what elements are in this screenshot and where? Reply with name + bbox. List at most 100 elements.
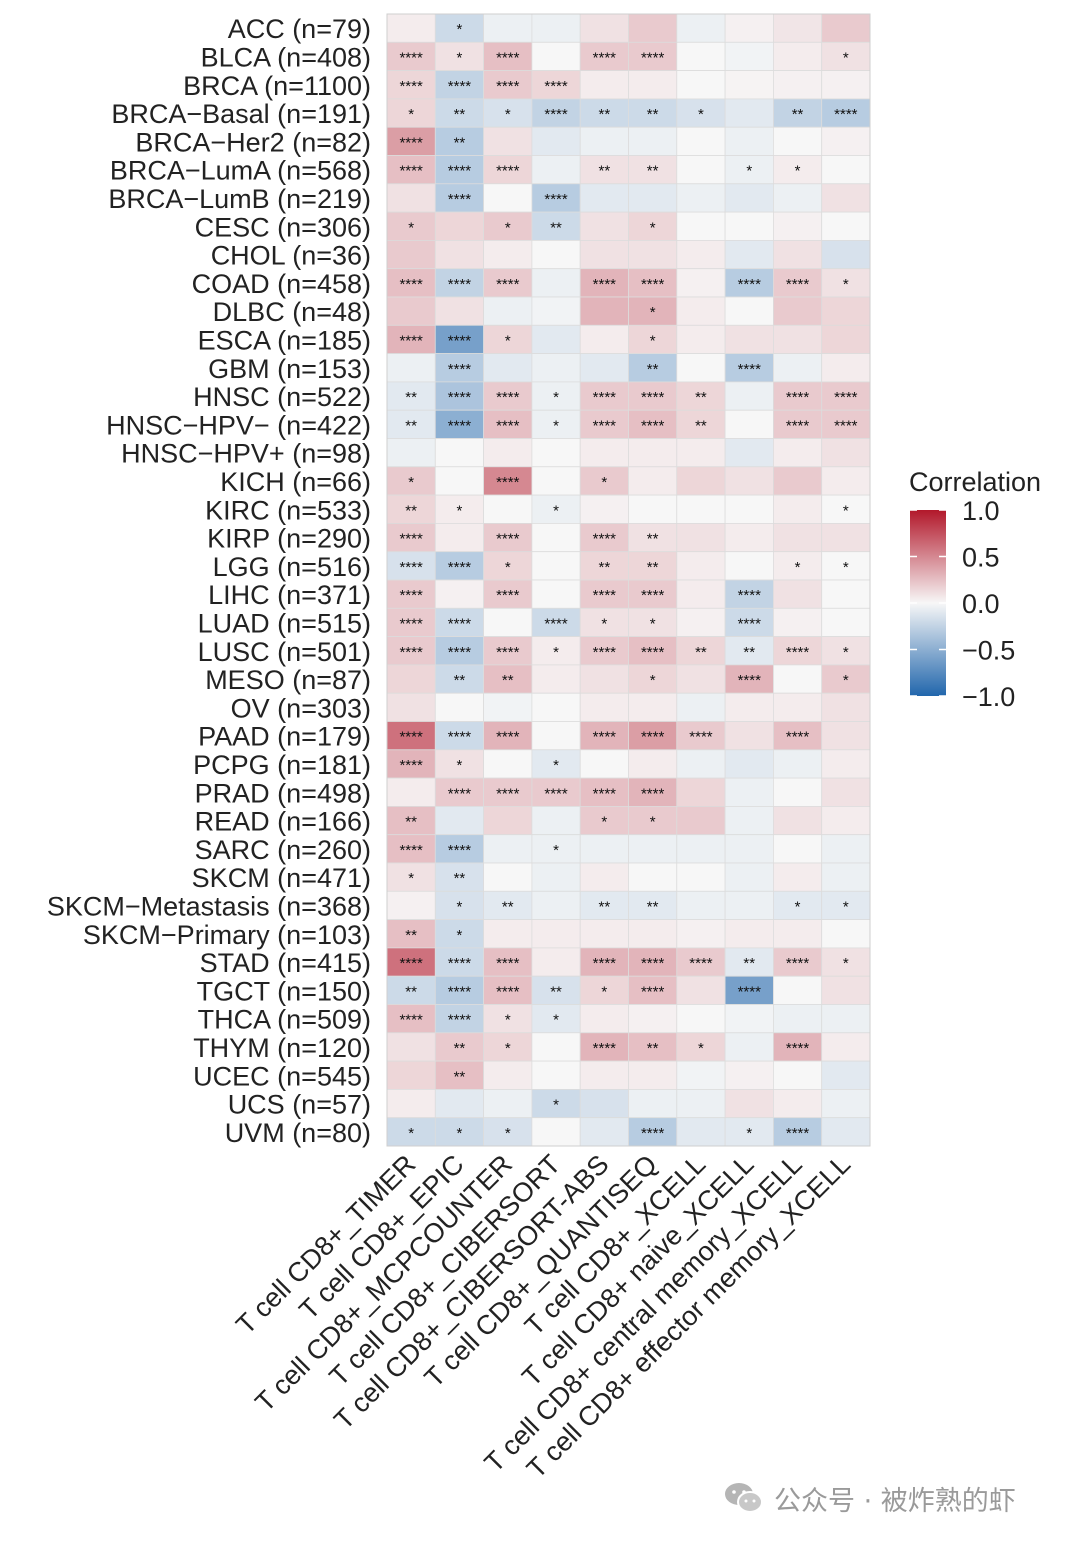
significance-label: **** (399, 134, 423, 151)
row-label: LUAD (n=515) (198, 608, 371, 638)
significance-label: **** (399, 587, 423, 604)
significance-label: **** (689, 955, 713, 972)
significance-label: **** (399, 276, 423, 293)
significance-label: **** (738, 587, 762, 604)
significance-label: **** (448, 729, 472, 746)
significance-label: **** (593, 276, 617, 293)
significance-label: * (553, 644, 559, 661)
legend-title: Correlation (909, 467, 1041, 497)
heatmap-cell (773, 183, 823, 213)
heatmap-cell (483, 947, 533, 977)
significance-label: * (457, 927, 463, 944)
heatmap-cell (531, 636, 581, 666)
significance-label: * (553, 502, 559, 519)
heatmap-cell (821, 1117, 871, 1147)
heatmap-cell (386, 1032, 436, 1062)
significance-label: **** (593, 1040, 617, 1057)
significance-label: **** (786, 729, 810, 746)
significance-label: * (746, 163, 752, 180)
heatmap-cell (821, 749, 871, 779)
heatmap-cell (531, 296, 581, 326)
significance-label: * (505, 332, 511, 349)
heatmap-cell (531, 41, 581, 71)
heatmap-cell (579, 777, 629, 807)
heatmap-cell (434, 324, 484, 354)
heatmap-cell (773, 1004, 823, 1034)
heatmap-cell (628, 1032, 678, 1062)
heatmap-cell (773, 947, 823, 977)
significance-label: * (698, 106, 704, 123)
heatmap-cell (628, 13, 678, 43)
row-label: ESCA (n=185) (198, 325, 371, 355)
heatmap-cell (676, 126, 726, 156)
heatmap-cell (676, 551, 726, 581)
heatmap-cell (773, 1117, 823, 1147)
heatmap-cell (821, 1032, 871, 1062)
heatmap-cell (724, 41, 774, 71)
heatmap-cell (676, 834, 726, 864)
heatmap-cell (434, 777, 484, 807)
heatmap-cell (386, 324, 436, 354)
heatmap-cell (676, 777, 726, 807)
heatmap-cell (821, 579, 871, 609)
row-label: ACC (n=79) (228, 14, 371, 44)
significance-label: * (553, 417, 559, 434)
heatmap-cell (531, 353, 581, 383)
heatmap-cell (386, 1004, 436, 1034)
legend-tick-label: 0.0 (962, 589, 1000, 619)
significance-label: **** (399, 1012, 423, 1029)
significance-label: * (843, 276, 849, 293)
significance-label: **** (689, 729, 713, 746)
heatmap-cell (724, 890, 774, 920)
significance-label: **** (448, 983, 472, 1000)
row-label: KIRC (n=533) (205, 495, 371, 525)
heatmap-cell (628, 806, 678, 836)
significance-label: **** (448, 163, 472, 180)
significance-label: **** (448, 361, 472, 378)
heatmap-cell (724, 126, 774, 156)
watermark: 公众号 · 被炸熟的虾 (724, 1476, 1016, 1520)
heatmap-cell (821, 13, 871, 43)
heatmap-cell (724, 919, 774, 949)
heatmap-cell (773, 324, 823, 354)
heatmap-cell (531, 947, 581, 977)
heatmap-cell (821, 239, 871, 270)
heatmap-cell (434, 523, 484, 553)
heatmap-cell (773, 438, 823, 468)
heatmap-cell (724, 13, 774, 43)
heatmap-cell (386, 409, 436, 439)
significance-label: ** (405, 983, 417, 1000)
row-label: UCEC (n=545) (193, 1061, 371, 1091)
heatmap-cell (773, 607, 823, 637)
significance-label: * (843, 955, 849, 972)
heatmap-cell (724, 834, 774, 864)
heatmap-cell (531, 126, 581, 156)
heatmap-cell (579, 1089, 629, 1119)
row-label: HNSC (n=522) (193, 382, 371, 412)
heatmap-cell (386, 466, 436, 496)
significance-label: * (553, 842, 559, 859)
heatmap-cell (579, 494, 629, 524)
heatmap-cell (724, 1060, 774, 1090)
heatmap-cell (434, 579, 484, 609)
heatmap-cell (724, 155, 774, 185)
significance-label: * (457, 49, 463, 66)
row-label: SKCM−Metastasis (n=368) (47, 891, 371, 921)
heatmap-cell (773, 692, 823, 722)
significance-label: * (698, 1040, 704, 1057)
heatmap-cell (434, 749, 484, 779)
heatmap-cell (531, 834, 581, 864)
heatmap-cell (821, 268, 871, 298)
heatmap-cell (676, 466, 726, 496)
heatmap-cell (579, 862, 629, 892)
heatmap-cell (676, 13, 726, 43)
row-label: LIHC (n=371) (208, 580, 371, 610)
heatmap-cell (724, 211, 774, 241)
significance-label: **** (738, 672, 762, 689)
significance-label: **** (448, 842, 472, 859)
significance-label: * (505, 106, 511, 123)
heatmap-cell (628, 268, 678, 298)
heatmap-cell (531, 409, 581, 439)
